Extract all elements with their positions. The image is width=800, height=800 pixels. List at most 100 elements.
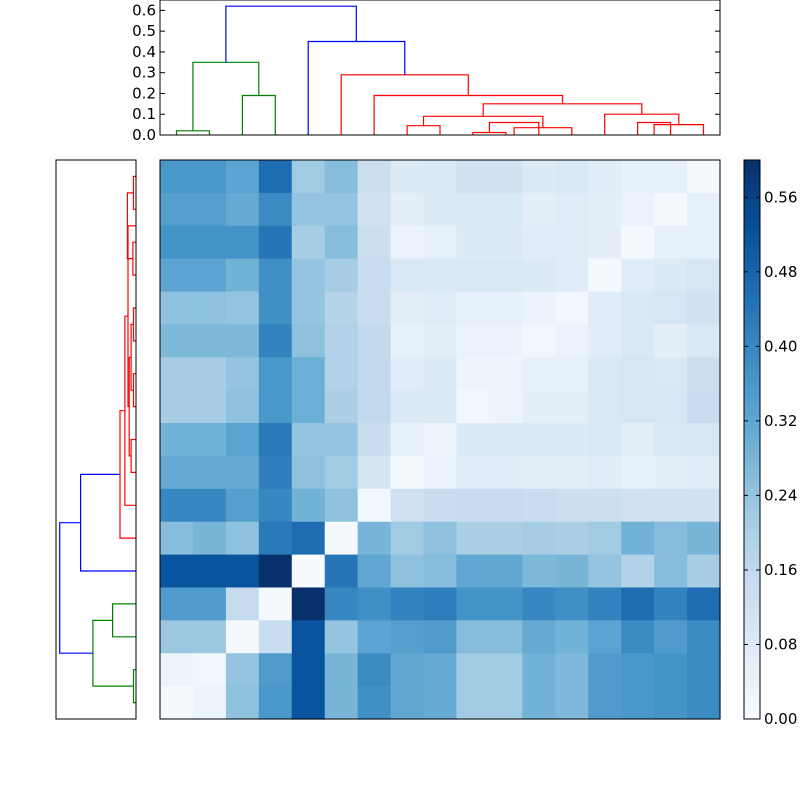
heatmap-cell xyxy=(324,357,359,391)
left-dendrogram-link xyxy=(119,410,136,539)
heatmap-cell xyxy=(621,488,655,523)
heatmap-cell xyxy=(160,587,194,621)
heatmap-cell xyxy=(654,587,688,621)
heatmap-cell xyxy=(423,521,458,556)
heatmap-cell xyxy=(456,258,491,293)
heatmap-cell xyxy=(522,488,556,523)
heatmap-cell xyxy=(160,423,194,457)
heatmap-cell xyxy=(291,521,326,556)
heatmap-cell xyxy=(192,653,227,687)
heatmap-cell xyxy=(588,258,622,293)
heatmap-cell xyxy=(588,324,622,358)
heatmap-cell xyxy=(291,455,326,490)
heatmap-cell xyxy=(654,160,688,194)
heatmap-cell xyxy=(555,488,589,523)
heatmap-cell xyxy=(621,521,655,556)
heatmap-cell xyxy=(489,357,523,391)
heatmap-cell xyxy=(390,455,425,490)
heatmap-cell xyxy=(192,225,227,260)
heatmap-cell xyxy=(390,423,425,457)
heatmap-cell xyxy=(621,357,655,391)
heatmap-cell xyxy=(225,390,260,424)
heatmap-cell xyxy=(588,423,622,457)
top-dendrogram-tick-label: 0.2 xyxy=(132,84,156,102)
heatmap-cell xyxy=(324,390,359,424)
heatmap-cell xyxy=(324,587,359,621)
heatmap-cell xyxy=(390,488,425,523)
heatmap-cell xyxy=(456,390,491,424)
heatmap-cell xyxy=(160,192,194,227)
heatmap-cell xyxy=(555,653,589,687)
heatmap-cell xyxy=(258,488,293,523)
top-dendrogram-link xyxy=(241,94,276,135)
heatmap-cell xyxy=(324,225,359,260)
heatmap-cell xyxy=(192,390,227,424)
heatmap-cell xyxy=(456,357,491,391)
heatmap-cell xyxy=(588,554,622,589)
heatmap-cell xyxy=(621,390,655,424)
heatmap-cell xyxy=(357,291,392,326)
heatmap-cell xyxy=(192,521,227,556)
heatmap-cell xyxy=(357,554,392,589)
heatmap-cell xyxy=(522,521,556,556)
heatmap-cell xyxy=(522,160,556,194)
heatmap-cell xyxy=(160,686,194,720)
heatmap-cell xyxy=(621,587,655,621)
heatmap-cell xyxy=(456,324,491,358)
top-dendrogram-link xyxy=(406,125,441,135)
heatmap-cell xyxy=(160,225,194,260)
heatmap xyxy=(160,160,721,720)
heatmap-cell xyxy=(489,686,523,720)
heatmap-cell xyxy=(555,455,589,490)
heatmap-cell xyxy=(192,488,227,523)
heatmap-cell xyxy=(258,291,293,326)
heatmap-cell xyxy=(654,225,688,260)
heatmap-cell xyxy=(324,455,359,490)
heatmap-cell xyxy=(456,423,491,457)
top-dendrogram-link xyxy=(340,74,469,135)
heatmap-cell xyxy=(489,521,523,556)
heatmap-cell xyxy=(687,554,721,589)
heatmap-cell xyxy=(291,488,326,523)
heatmap-cell xyxy=(225,192,260,227)
heatmap-cell xyxy=(588,620,622,654)
top-dendrogram-link xyxy=(225,5,357,63)
heatmap-cell xyxy=(621,291,655,326)
heatmap-cell xyxy=(522,357,556,391)
heatmap-cell xyxy=(522,324,556,358)
heatmap-cell xyxy=(291,225,326,260)
heatmap-cell xyxy=(357,488,392,523)
heatmap-cell xyxy=(456,686,491,720)
heatmap-cell xyxy=(291,390,326,424)
heatmap-cell xyxy=(621,192,655,227)
heatmap-cell xyxy=(555,225,589,260)
heatmap-frame xyxy=(159,159,721,720)
heatmap-cell xyxy=(324,554,359,589)
heatmap-cell xyxy=(160,357,194,391)
heatmap-cell xyxy=(390,554,425,589)
heatmap-cell xyxy=(160,455,194,490)
heatmap-cell xyxy=(522,390,556,424)
heatmap-cell xyxy=(621,686,655,720)
colorbar-tick-label: 0.32 xyxy=(764,412,797,430)
heatmap-cell xyxy=(621,455,655,490)
heatmap-cell xyxy=(258,653,293,687)
heatmap-cell xyxy=(192,620,227,654)
colorbar-axis: 0.00 0.08 0.16 0.24 0.32 0.40 0.48 0.56 xyxy=(744,188,797,728)
heatmap-cell xyxy=(489,423,523,457)
heatmap-cell xyxy=(555,160,589,194)
colorbar-tick-label: 0.48 xyxy=(764,263,797,281)
heatmap-cell xyxy=(588,587,622,621)
heatmap-cell xyxy=(192,192,227,227)
heatmap-cell xyxy=(160,620,194,654)
top-dendrogram-link xyxy=(373,94,564,135)
heatmap-cell xyxy=(324,686,359,720)
heatmap-cell xyxy=(456,291,491,326)
heatmap-cell xyxy=(324,653,359,687)
heatmap-cell xyxy=(390,653,425,687)
heatmap-cell xyxy=(357,357,392,391)
heatmap-cell xyxy=(390,258,425,293)
heatmap-cell xyxy=(621,324,655,358)
left-dendrogram-link xyxy=(79,473,136,572)
